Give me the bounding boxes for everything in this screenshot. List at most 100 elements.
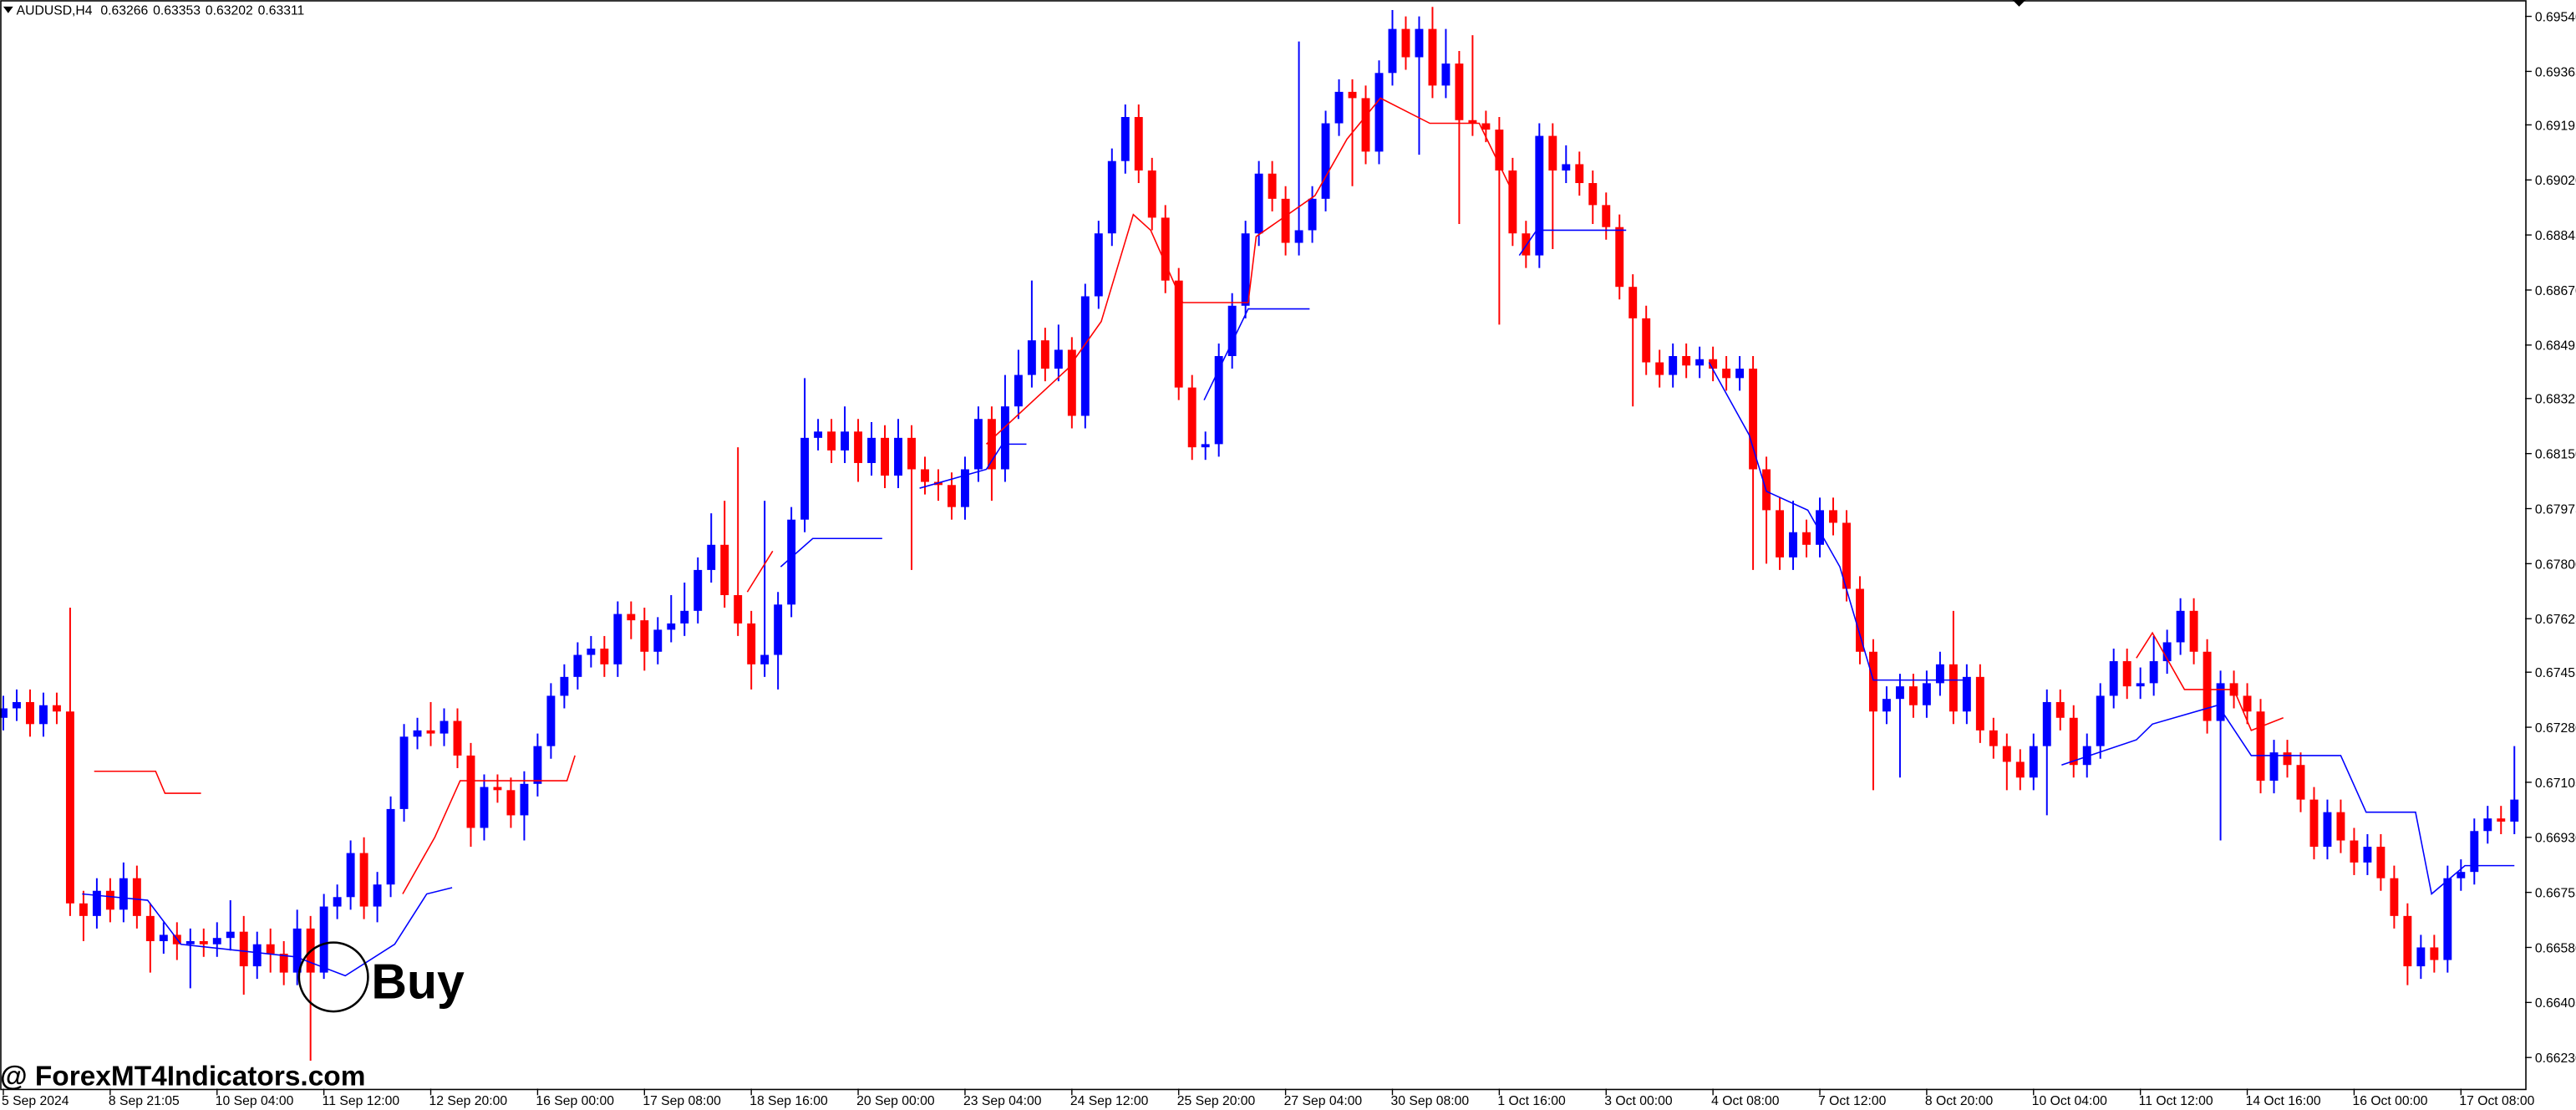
- candle-body: [2497, 818, 2506, 822]
- candle-body: [747, 623, 756, 664]
- candle-body: [279, 954, 288, 973]
- candle-body: [573, 654, 582, 677]
- candle-body: [2042, 701, 2051, 746]
- candle-body: [2069, 717, 2078, 766]
- candle-body: [1268, 173, 1277, 199]
- candle-body: [1187, 387, 1197, 448]
- candle-body: [1374, 73, 1384, 152]
- candle-body: [1094, 233, 1103, 297]
- candle-body: [1895, 686, 1904, 700]
- candle-body: [65, 711, 74, 904]
- candle-body: [960, 469, 969, 507]
- candle-body: [787, 519, 796, 605]
- candle-body: [319, 906, 328, 973]
- y-tick-label: 0.69195: [2535, 119, 2576, 133]
- header: AUDUSD,H4 0.63266 0.63353 0.63202 0.63311: [17, 4, 305, 18]
- candle-body: [2416, 947, 2426, 967]
- candle-body: [1642, 318, 1651, 363]
- y-tick-label: 0.67455: [2535, 666, 2576, 680]
- candle-body: [1040, 340, 1049, 369]
- candle-body: [2296, 765, 2305, 800]
- candle-body: [226, 931, 235, 939]
- candle-body: [1401, 28, 1410, 58]
- x-tick-label: 23 Sep 04:00: [963, 1094, 1042, 1108]
- candle-body: [520, 783, 529, 816]
- candle-body: [627, 614, 636, 621]
- candle-body: [1134, 116, 1143, 171]
- candle-body: [2109, 661, 2118, 696]
- candle-body: [2323, 812, 2332, 848]
- plot-area: [0, 7, 2519, 1061]
- candle-body: [1054, 349, 1063, 369]
- x-tick-label: 30 Sep 08:00: [1391, 1094, 1470, 1108]
- quote-open: 0.63266: [100, 4, 148, 18]
- candle-body: [1388, 28, 1397, 74]
- candle-body: [2430, 947, 2439, 960]
- quote-close: 0.63311: [258, 4, 305, 18]
- candle-body: [1080, 296, 1090, 416]
- candle-body: [159, 934, 168, 941]
- x-tick-label: 17 Sep 08:00: [643, 1094, 721, 1108]
- candle-body: [2082, 746, 2091, 766]
- candle-body: [493, 787, 502, 791]
- candle-body: [613, 614, 622, 664]
- candle-body: [867, 437, 876, 463]
- candle-body: [466, 755, 475, 828]
- candle-body: [734, 595, 743, 624]
- candle-body: [1161, 217, 1170, 281]
- x-tick-label: 16 Sep 00:00: [536, 1094, 614, 1108]
- candle-body: [2216, 683, 2225, 721]
- candle-body: [1856, 588, 1864, 652]
- candle-body: [0, 708, 8, 718]
- candle-body: [1201, 444, 1210, 448]
- candle-body: [881, 437, 889, 476]
- x-tick-label: 7 Oct 12:00: [1818, 1094, 1887, 1108]
- candle-body: [2096, 695, 2105, 746]
- candle-body: [119, 878, 128, 910]
- candle-body: [1962, 676, 1971, 712]
- candle-body: [2457, 872, 2466, 878]
- candle-body: [1588, 183, 1598, 206]
- candle-body: [79, 903, 88, 916]
- candle-body: [1027, 340, 1036, 375]
- x-tick-label: 8 Sep 21:05: [109, 1094, 180, 1108]
- y-tick-label: 0.67625: [2535, 613, 2576, 627]
- candle-body: [2029, 746, 2038, 778]
- candle-body: [2162, 642, 2172, 662]
- candle-body: [2283, 752, 2292, 766]
- candle-body: [680, 610, 689, 624]
- plot-border: [0, 0, 2527, 1091]
- quote-high: 0.63353: [153, 4, 201, 18]
- x-tick-label: 16 Oct 00:00: [2352, 1094, 2427, 1108]
- x-tick-label: 3 Oct 00:00: [1604, 1094, 1673, 1108]
- candle-body: [2002, 746, 2011, 762]
- candle-body: [26, 701, 34, 725]
- y-tick-label: 0.68495: [2535, 339, 2576, 354]
- candle-body: [1628, 287, 1638, 318]
- candle-body: [252, 944, 262, 967]
- candle-body: [212, 938, 221, 945]
- candle-body: [1535, 135, 1544, 256]
- candle-body: [1802, 532, 1811, 545]
- candle-body: [105, 890, 114, 910]
- watermark: @ ForexMT4Indicators.com: [0, 1062, 365, 1092]
- candle-body: [2149, 661, 2158, 684]
- candle-body: [1615, 227, 1624, 288]
- x-tick-label: 1 Oct 16:00: [1497, 1094, 1566, 1108]
- candle-body: [2350, 840, 2359, 863]
- candle-body: [1776, 510, 1785, 558]
- candle-body: [292, 928, 302, 973]
- candle-body: [707, 544, 716, 570]
- y-tick-label: 0.66230: [2535, 1051, 2576, 1066]
- x-tick-label: 11 Sep 12:00: [323, 1094, 400, 1108]
- candle-body: [1789, 532, 1798, 558]
- candle-body: [1922, 683, 1931, 705]
- candle-body: [1709, 359, 1718, 369]
- candle-body: [1829, 510, 1837, 523]
- candle-body: [1602, 205, 1611, 227]
- candle-body: [1361, 98, 1370, 152]
- candle-body: [1281, 198, 1290, 243]
